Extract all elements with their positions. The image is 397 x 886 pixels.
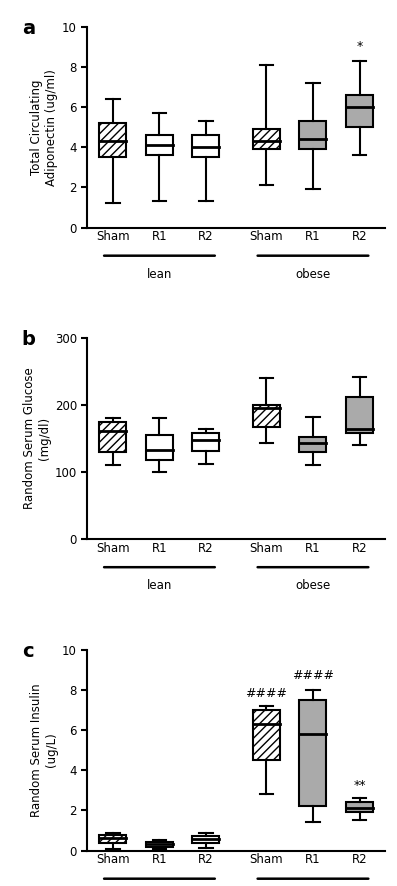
- Text: a: a: [22, 19, 35, 37]
- Text: ####: ####: [292, 669, 334, 681]
- Bar: [299, 700, 326, 806]
- Bar: [299, 437, 326, 452]
- Y-axis label: Total Circulating
Adiponectin (ug/ml): Total Circulating Adiponectin (ug/ml): [30, 68, 58, 185]
- Bar: [146, 842, 173, 847]
- Text: c: c: [22, 641, 33, 661]
- Bar: [299, 121, 326, 149]
- Bar: [99, 422, 126, 452]
- Text: b: b: [22, 330, 36, 349]
- Bar: [346, 397, 373, 433]
- Text: lean: lean: [147, 268, 172, 281]
- Bar: [99, 123, 126, 157]
- Text: *: *: [357, 40, 362, 52]
- Bar: [193, 835, 220, 843]
- Bar: [346, 803, 373, 812]
- Y-axis label: Random Serum Insulin
(ug/L): Random Serum Insulin (ug/L): [30, 683, 58, 817]
- Bar: [253, 710, 280, 760]
- Y-axis label: Random Serum Glucose
(mg/dl): Random Serum Glucose (mg/dl): [23, 368, 50, 509]
- Text: **: **: [353, 780, 366, 792]
- Bar: [193, 433, 220, 451]
- Text: obese: obese: [295, 579, 331, 592]
- Text: lean: lean: [147, 579, 172, 592]
- Bar: [253, 405, 280, 426]
- Bar: [99, 835, 126, 843]
- Text: ####: ####: [245, 687, 287, 700]
- Bar: [346, 95, 373, 127]
- Bar: [146, 435, 173, 460]
- Bar: [253, 129, 280, 149]
- Bar: [193, 135, 220, 157]
- Bar: [146, 135, 173, 155]
- Text: obese: obese: [295, 268, 331, 281]
